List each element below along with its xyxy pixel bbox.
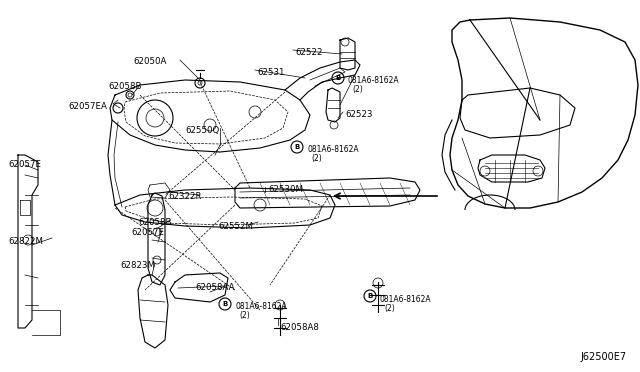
Text: 081A6-8162A: 081A6-8162A — [235, 302, 287, 311]
Text: 62058AA: 62058AA — [195, 283, 234, 292]
Text: 62057E: 62057E — [8, 160, 41, 169]
Text: 081A6-8162A: 081A6-8162A — [348, 76, 399, 85]
Text: (2): (2) — [239, 311, 250, 320]
Text: 081A6-8162A: 081A6-8162A — [380, 295, 431, 304]
Text: 62057E: 62057E — [131, 228, 164, 237]
Text: 62057EA: 62057EA — [68, 102, 107, 111]
Text: 62522: 62522 — [295, 48, 323, 57]
Text: (2): (2) — [384, 304, 395, 313]
Text: B: B — [335, 75, 340, 81]
Text: 62550Q: 62550Q — [185, 126, 220, 135]
Text: J62500E7: J62500E7 — [580, 352, 626, 362]
Text: 62822M: 62822M — [8, 237, 43, 246]
Text: 62058A8: 62058A8 — [280, 323, 319, 332]
Text: (2): (2) — [352, 85, 363, 94]
Text: 62050A: 62050A — [133, 57, 166, 66]
Text: 081A6-8162A: 081A6-8162A — [307, 145, 358, 154]
Text: 62531: 62531 — [257, 68, 285, 77]
Text: B: B — [222, 301, 228, 307]
Text: 62823M: 62823M — [120, 261, 155, 270]
Text: B: B — [294, 144, 300, 150]
Text: 62322R: 62322R — [168, 192, 202, 201]
Text: 62530M: 62530M — [268, 185, 303, 194]
Text: 62523: 62523 — [345, 110, 372, 119]
Text: 62058B: 62058B — [108, 82, 141, 91]
Text: (2): (2) — [311, 154, 322, 163]
Text: B: B — [367, 293, 372, 299]
Text: 62552M: 62552M — [218, 222, 253, 231]
Text: 62058B: 62058B — [138, 218, 172, 227]
